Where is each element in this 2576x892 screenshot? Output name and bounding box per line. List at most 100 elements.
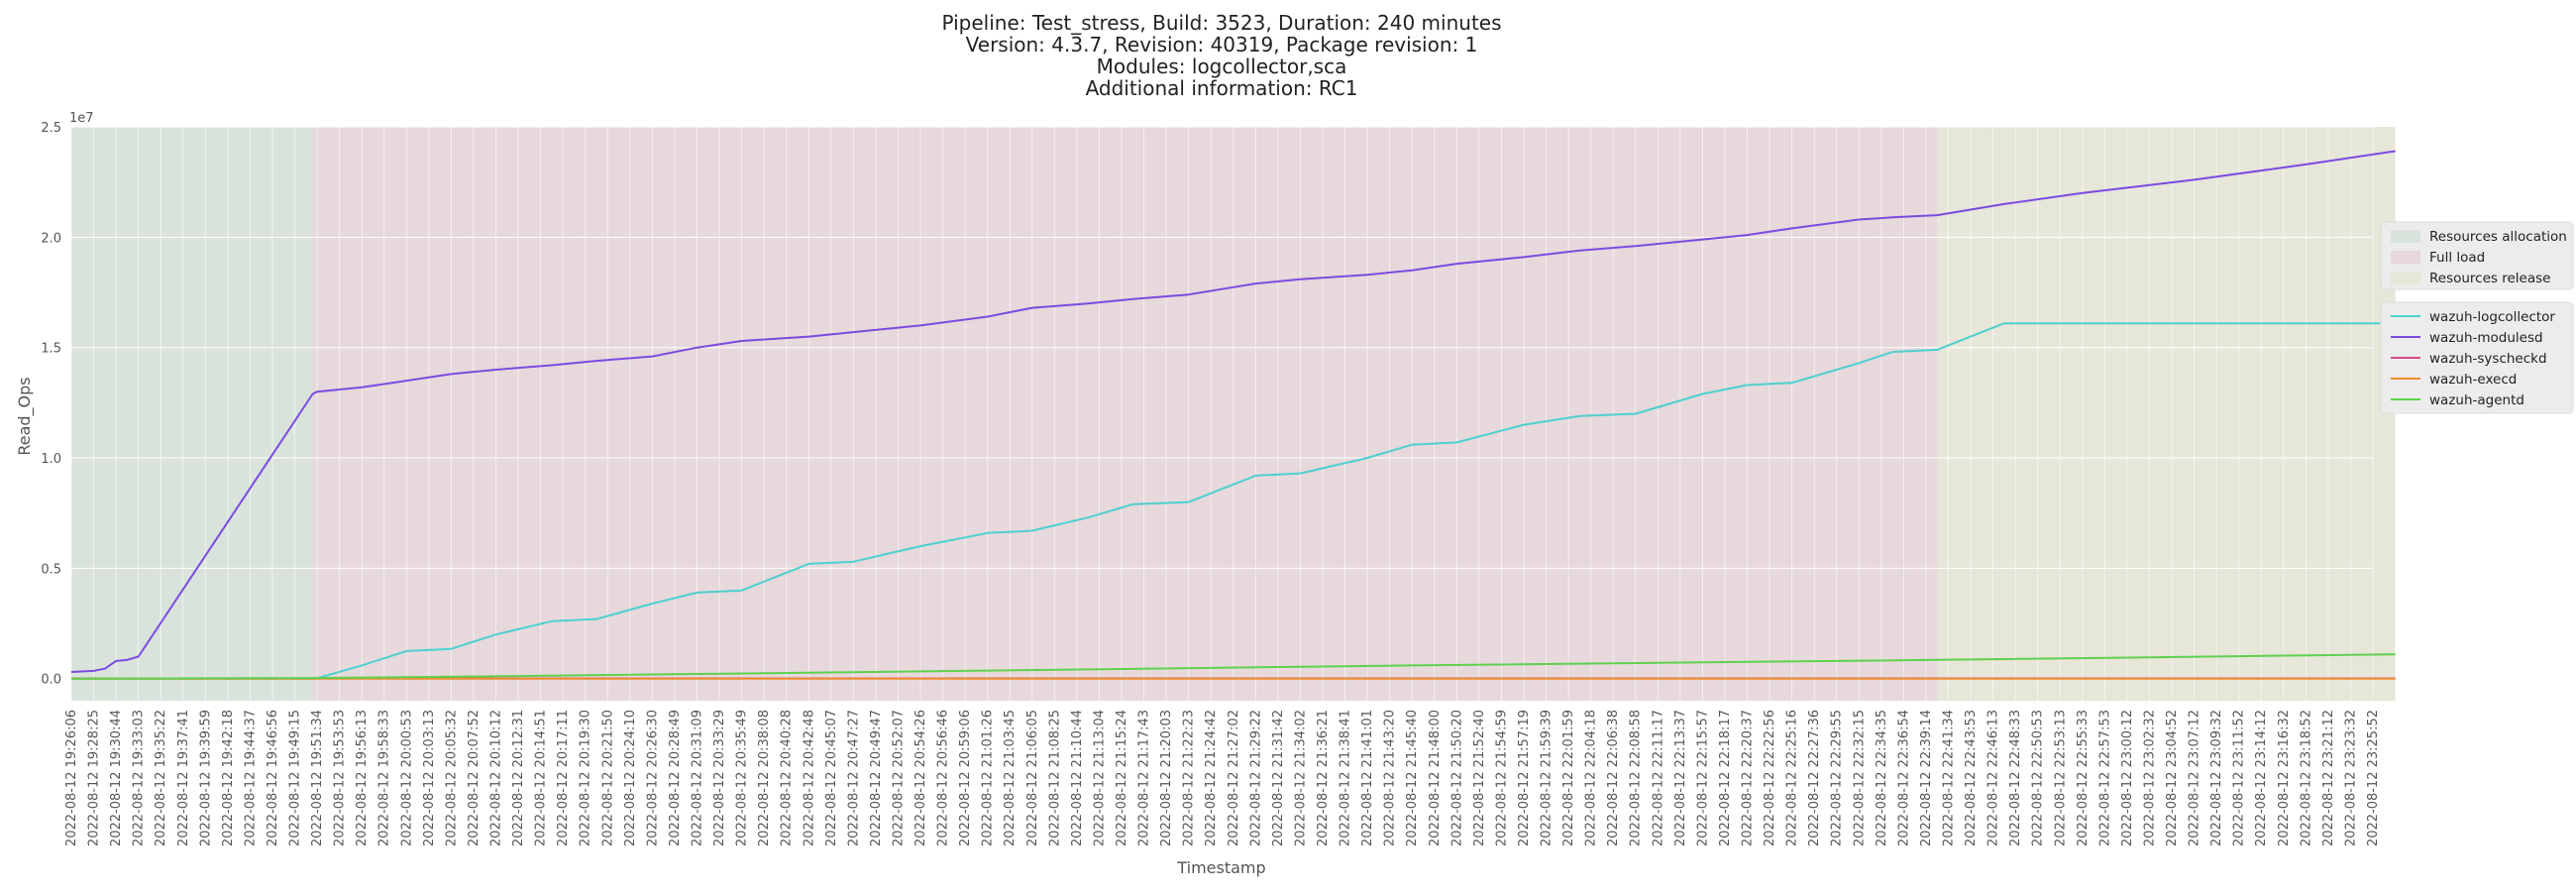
x-tick-label: 2022-08-12 21:22:23 xyxy=(1182,710,1197,846)
x-tick-label: 2022-08-12 23:14:12 xyxy=(2254,710,2269,846)
x-tick-label: 2022-08-12 20:00:53 xyxy=(399,710,414,846)
x-tick-label: 2022-08-12 23:25:52 xyxy=(2366,710,2381,846)
legend-phase-swatch xyxy=(2391,272,2420,284)
x-tick-label: 2022-08-12 19:26:06 xyxy=(64,710,79,846)
legend-phase-label: Resources allocation xyxy=(2429,229,2567,245)
x-tick-label: 2022-08-12 20:28:49 xyxy=(668,710,683,846)
x-tick-label: 2022-08-12 22:13:37 xyxy=(1673,710,1688,846)
legend-phase-swatch xyxy=(2391,230,2420,243)
x-axis-label: Timestamp xyxy=(1176,858,1265,877)
x-tick-labels: 2022-08-12 19:26:06 2022-08-12 19:28:25 20… xyxy=(64,710,2381,846)
x-tick-label: 2022-08-12 22:18:17 xyxy=(1718,710,1733,846)
x-tick-label: 2022-08-12 20:59:06 xyxy=(958,710,973,846)
x-tick-label: 2022-08-12 21:08:25 xyxy=(1047,710,1062,846)
x-tick-label: 2022-08-12 20:40:28 xyxy=(780,710,795,846)
x-tick-label: 2022-08-12 23:23:32 xyxy=(2343,710,2358,846)
series-line-wazuh-logcollector xyxy=(71,322,2396,680)
x-tick-label: 2022-08-12 22:06:38 xyxy=(1606,710,1621,846)
x-tick-label: 2022-08-12 20:54:26 xyxy=(913,710,928,846)
y-tick-label: 0.5 xyxy=(41,562,61,577)
legend-phases: Resources allocation Full load Resources r… xyxy=(2380,221,2574,290)
grid-lines xyxy=(70,126,2374,701)
x-tick-label: 2022-08-12 20:12:31 xyxy=(511,710,526,846)
x-tick-label: 2022-08-12 23:21:12 xyxy=(2321,710,2336,846)
x-tick-label: 2022-08-12 22:27:36 xyxy=(1807,710,1822,846)
x-tick-label: 2022-08-12 19:46:56 xyxy=(266,710,280,846)
legend-phase-swatch xyxy=(2391,251,2420,264)
x-tick-label: 2022-08-12 21:10:44 xyxy=(1070,710,1085,846)
x-tick-label: 2022-08-12 20:14:51 xyxy=(534,710,549,846)
x-tick-label: 2022-08-12 21:03:45 xyxy=(1003,710,1018,846)
plot-area xyxy=(70,126,2396,701)
x-tick-label: 2022-08-12 22:55:33 xyxy=(2076,710,2091,846)
x-tick-label: 2022-08-12 22:32:15 xyxy=(1852,710,1867,846)
x-tick-label: 2022-08-12 21:43:20 xyxy=(1383,710,1398,846)
legend-series-frame xyxy=(2380,301,2574,414)
legend-series-label: wazuh-syscheckd xyxy=(2429,351,2547,367)
x-tick-label: 2022-08-12 21:45:40 xyxy=(1405,710,1420,846)
x-tick-label: 2022-08-12 20:42:48 xyxy=(802,710,816,846)
x-tick-label: 2022-08-12 19:30:44 xyxy=(109,710,124,846)
x-tick-label: 2022-08-12 19:49:15 xyxy=(288,710,303,846)
legend-phase-label: Resources release xyxy=(2429,271,2550,286)
phase-band-2 xyxy=(1937,127,2396,701)
x-tick-label: 2022-08-12 22:53:13 xyxy=(2053,710,2068,846)
x-axis: 2022-08-12 19:26:06 2022-08-12 19:28:25 20… xyxy=(64,710,2381,877)
x-tick-label: 2022-08-12 20:26:30 xyxy=(645,710,660,846)
y-axis-label: Read_Ops xyxy=(15,377,35,455)
x-tick-label: 2022-08-12 22:08:58 xyxy=(1629,710,1644,846)
series-line-wazuh-modulesd xyxy=(70,150,2396,673)
legend-series-label: wazuh-execd xyxy=(2429,372,2517,388)
x-tick-label: 2022-08-12 20:56:46 xyxy=(936,710,951,846)
x-tick-label: 2022-08-12 21:24:42 xyxy=(1204,710,1219,846)
y-tick-label: 2.0 xyxy=(41,231,61,246)
x-tick-label: 2022-08-12 19:42:18 xyxy=(221,710,236,846)
x-tick-label: 2022-08-12 23:11:52 xyxy=(2232,710,2247,846)
title-line-3: Modules: logcollector,sca xyxy=(1097,55,1347,78)
x-tick-label: 2022-08-12 20:33:29 xyxy=(712,710,727,846)
x-tick-label: 2022-08-12 20:19:30 xyxy=(579,710,593,846)
x-tick-label: 2022-08-12 19:56:13 xyxy=(355,710,370,846)
legend-series-label: wazuh-logcollector xyxy=(2429,309,2555,325)
x-tick-label: 2022-08-12 19:39:59 xyxy=(198,710,213,846)
x-tick-label: 2022-08-12 22:25:16 xyxy=(1785,710,1800,846)
y-tick-label: 2.5 xyxy=(41,121,61,136)
x-tick-label: 2022-08-12 22:15:57 xyxy=(1695,710,1710,846)
x-tick-label: 2022-08-12 22:43:53 xyxy=(1964,710,1979,846)
x-tick-label: 2022-08-12 19:58:33 xyxy=(377,710,392,846)
y-tick-label: 1.0 xyxy=(41,452,61,467)
legend-series-label: wazuh-modulesd xyxy=(2429,330,2543,346)
y-axis: 1e7 0.0 0.5 1.0 1.5 2.0 2.5 Read_Ops xyxy=(15,111,94,688)
x-tick-label: 2022-08-12 22:41:34 xyxy=(1941,710,1956,846)
x-tick-label: 2022-08-12 22:48:33 xyxy=(2008,710,2023,846)
x-tick-label: 2022-08-12 19:28:25 xyxy=(87,710,102,846)
title-line-2: Version: 4.3.7, Revision: 40319, Package… xyxy=(966,33,1478,56)
x-tick-label: 2022-08-12 19:35:22 xyxy=(154,710,168,846)
x-tick-label: 2022-08-12 20:10:12 xyxy=(489,710,504,846)
x-tick-label: 2022-08-12 20:38:08 xyxy=(757,710,772,846)
x-tick-label: 2022-08-12 21:01:26 xyxy=(981,710,996,846)
x-tick-label: 2022-08-12 19:37:41 xyxy=(176,710,191,846)
x-tick-label: 2022-08-12 19:33:03 xyxy=(132,710,147,846)
x-tick-label: 2022-08-12 20:47:27 xyxy=(846,710,861,846)
x-tick-label: 2022-08-12 22:29:55 xyxy=(1830,710,1845,846)
x-tick-label: 2022-08-12 21:27:02 xyxy=(1227,710,1241,846)
x-tick-label: 2022-08-12 21:48:00 xyxy=(1428,710,1443,846)
x-tick-label: 2022-08-12 22:20:37 xyxy=(1741,710,1756,846)
x-tick-label: 2022-08-12 20:05:32 xyxy=(444,710,459,846)
y-tick-label: 0.0 xyxy=(41,673,61,688)
y-tick-labels: 0.0 0.5 1.0 1.5 2.0 2.5 xyxy=(41,121,61,688)
x-tick-label: 2022-08-12 21:17:43 xyxy=(1137,710,1152,846)
x-tick-label: 2022-08-12 23:07:12 xyxy=(2188,710,2202,846)
x-tick-label: 2022-08-12 23:04:52 xyxy=(2165,710,2180,846)
legend-phase-label: Full load xyxy=(2429,250,2485,266)
x-tick-label: 2022-08-12 21:20:03 xyxy=(1159,710,1174,846)
x-tick-label: 2022-08-12 23:00:12 xyxy=(2120,710,2135,846)
series-lines xyxy=(70,150,2396,680)
x-tick-label: 2022-08-12 21:13:04 xyxy=(1092,710,1107,846)
x-tick-label: 2022-08-12 20:52:07 xyxy=(891,710,906,846)
x-tick-label: 2022-08-12 21:31:42 xyxy=(1271,710,1286,846)
x-tick-label: 2022-08-12 22:39:14 xyxy=(1919,710,1934,846)
x-tick-label: 2022-08-12 22:46:13 xyxy=(1986,710,2001,846)
